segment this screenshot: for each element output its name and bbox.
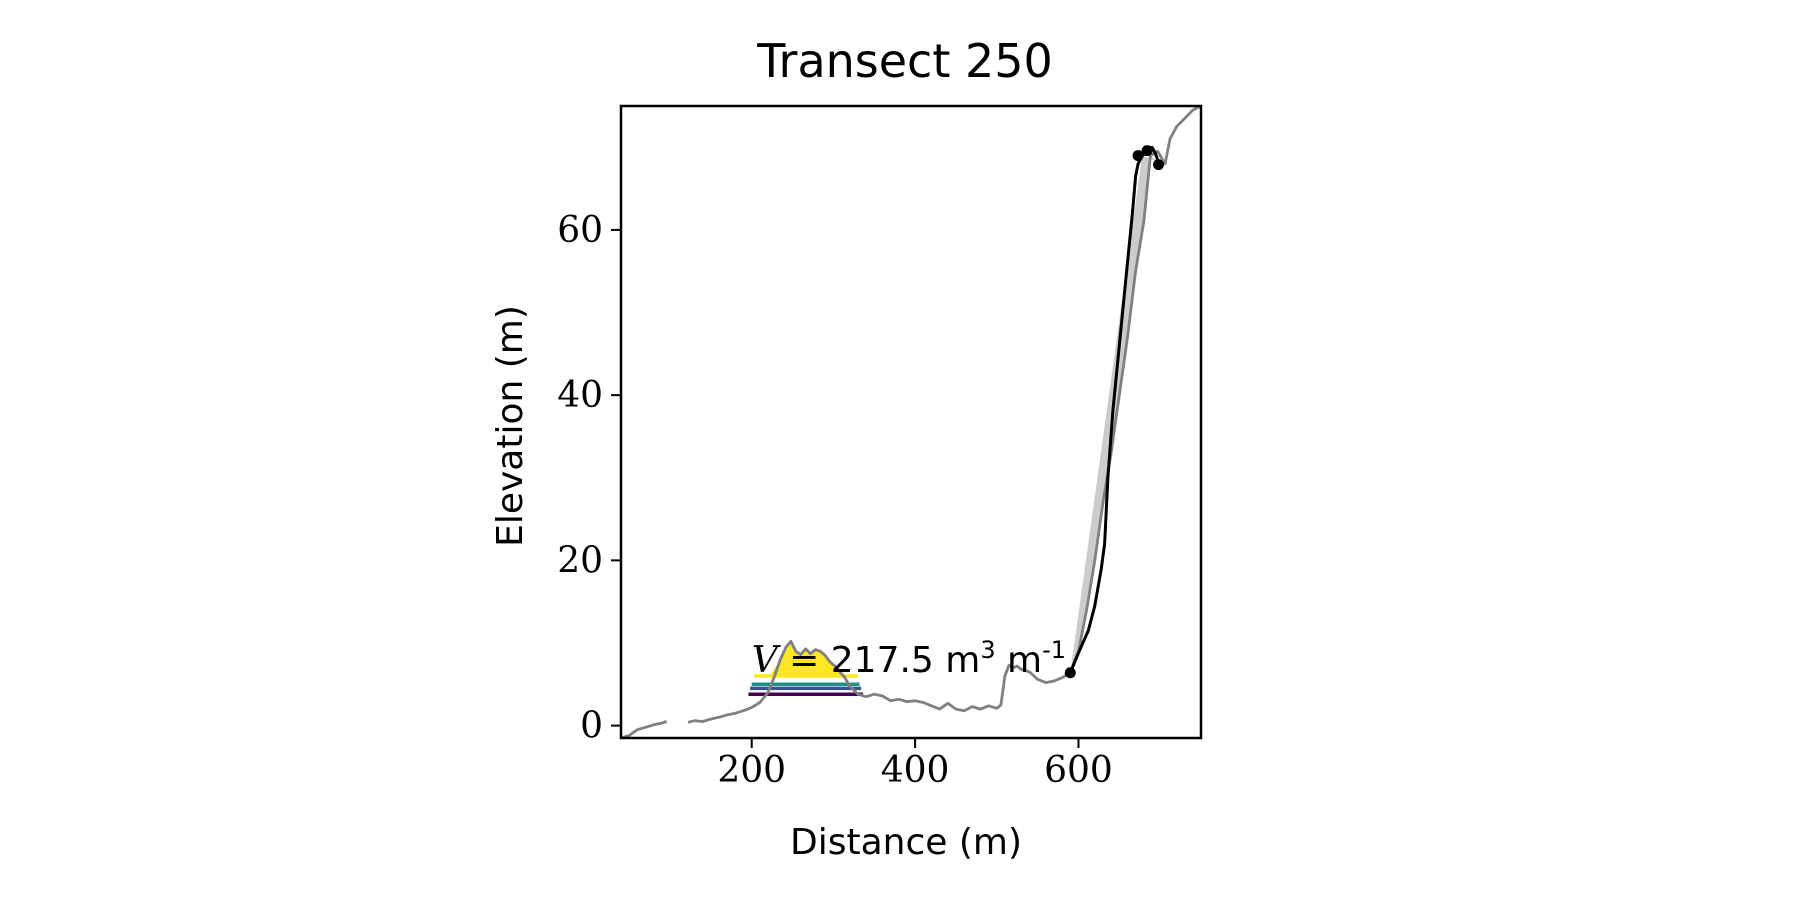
- cliff-point: [1141, 145, 1153, 157]
- cliff-points-layer: [1064, 145, 1165, 679]
- y-axis-label: Elevation (m): [490, 305, 531, 547]
- chart-title: Transect 250: [756, 34, 1053, 88]
- volume-annotation-unit: m: [996, 640, 1043, 681]
- x-axis-label: Distance (m): [790, 822, 1022, 863]
- y-ticks: 0 20 40 60: [557, 210, 621, 747]
- y-tick-label: 40: [557, 375, 603, 416]
- profile-line: [687, 104, 1202, 724]
- y-tick-label: 20: [557, 540, 603, 581]
- x-tick-label: 400: [881, 750, 950, 791]
- x-tick-label: 600: [1044, 750, 1113, 791]
- cliff-point: [1153, 159, 1165, 171]
- y-tick-label: 60: [557, 210, 603, 251]
- annotation-layer: V = 217.5 m3 m-1: [752, 636, 1066, 681]
- cliff-fill-layer: [1070, 155, 1159, 673]
- volume-annotation-exp1: 3: [980, 636, 995, 664]
- volume-annotation-exp2: -1: [1042, 636, 1066, 664]
- volume-annotation-value: = 217.5 m: [778, 640, 981, 681]
- volume-annotation: V = 217.5 m3 m-1: [752, 636, 1066, 681]
- dune-fill-layer: [769, 641, 849, 676]
- y-tick-label: 0: [580, 706, 603, 747]
- x-ticks: 200 400 600: [717, 738, 1113, 791]
- cliff-point: [1064, 667, 1076, 679]
- plot-area: V = 217.5 m3 m-1: [620, 104, 1202, 740]
- volume-annotation-var: V: [752, 640, 782, 681]
- dune-volume-fill: [769, 641, 849, 676]
- cliff-point: [1132, 150, 1144, 162]
- profile-line: [620, 720, 668, 740]
- cliff-volume-fill: [1070, 155, 1159, 673]
- axes-frame: [619, 104, 1203, 740]
- x-tick-label: 200: [717, 750, 786, 791]
